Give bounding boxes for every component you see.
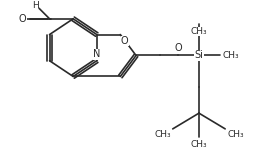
Text: CH₃: CH₃ <box>222 51 239 60</box>
Text: CH₃: CH₃ <box>227 130 244 139</box>
Text: CH₃: CH₃ <box>191 140 207 149</box>
Text: O: O <box>174 43 182 53</box>
Text: N: N <box>93 49 100 59</box>
Text: CH₃: CH₃ <box>154 130 171 139</box>
Text: O: O <box>121 36 128 46</box>
Text: CH₃: CH₃ <box>191 27 207 36</box>
Text: Si: Si <box>195 50 203 61</box>
Text: H: H <box>33 1 39 10</box>
Text: O: O <box>19 14 26 24</box>
